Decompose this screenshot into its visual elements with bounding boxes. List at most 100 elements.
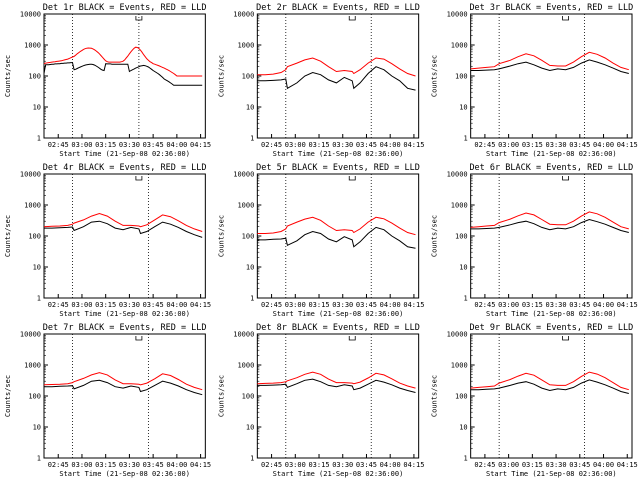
series-line-events [44,220,203,238]
x-tick-label: 03:30 [546,461,567,469]
x-tick-label: 03:30 [119,301,140,309]
y-tick-label: 10 [246,104,254,112]
y-tick-label: 1000 [237,202,254,210]
series-line-events [257,66,416,91]
plot-frame [43,333,206,459]
plot-title: Det 5r BLACK = Events, RED = LLD [256,163,420,173]
x-tick-label: 02:45 [474,301,495,309]
x-tick-label: 03:00 [498,141,519,149]
y-tick-label: 1 [250,135,254,143]
y-tick-label: 10000 [447,331,468,339]
y-axis-label: Counts/sec [4,375,12,417]
y-tick-label: 1000 [237,42,254,50]
x-tick-label: 03:45 [569,141,590,149]
plot-panel: Det 8r BLACK = Events, RED = LLD 1 10 100 10… [217,323,424,478]
y-tick-label: 10000 [20,331,41,339]
y-tick-label: 100 [28,393,41,401]
x-tick-label: 03:00 [285,461,306,469]
x-tick-label: 03:45 [143,461,164,469]
x-tick-label: 03:15 [522,461,543,469]
y-tick-label: 1000 [24,202,41,210]
x-tick-label: 04:15 [190,141,211,149]
time-bracket-marker [135,16,143,21]
y-tick-label: 10000 [20,171,41,179]
time-bracket-marker [348,16,356,21]
series-line-lld [470,371,629,391]
series-line-events [44,379,203,396]
plot-frame [470,13,633,139]
series-line-events [470,218,629,233]
y-tick-label: 100 [455,233,468,241]
plot-frame [256,173,420,299]
x-tick-label: 03:15 [95,301,116,309]
y-axis-label: Counts/sec [431,375,439,417]
plot-title: Det 3r BLACK = Events, RED = LLD [469,3,633,13]
x-tick-label: 03:30 [546,141,567,149]
x-tick-label: 03:30 [119,461,140,469]
x-tick-label: 02:45 [261,461,282,469]
x-axis-label: Start Time (21-Sep-08 02:36:00) [486,470,617,478]
plot-panel: Det 2r BLACK = Events, RED = LLD 1 10 100 10… [217,3,424,158]
x-tick-label: 04:00 [593,301,614,309]
x-tick-label: 03:45 [569,301,590,309]
plot-panel: Det 1r BLACK = Events, RED = LLD 1 10 100 10… [4,3,211,158]
y-axis-label: Counts/sec [217,55,225,97]
y-axis-label: Counts/sec [217,215,225,257]
x-tick-label: 02:45 [48,461,69,469]
y-tick-label: 10 [246,264,254,272]
x-tick-label: 04:15 [617,141,638,149]
y-tick-label: 10 [246,424,254,432]
y-tick-label: 100 [242,73,255,81]
time-bracket-marker [348,336,356,341]
y-tick-label: 1 [463,455,467,463]
y-tick-label: 10000 [447,171,468,179]
y-axis-label: Counts/sec [217,375,225,417]
series-line-events [470,59,629,74]
x-tick-label: 03:30 [332,141,353,149]
y-tick-label: 10 [33,264,41,272]
x-tick-label: 02:45 [261,301,282,309]
x-tick-label: 04:15 [403,461,424,469]
plot-panel: Det 6r BLACK = Events, RED = LLD 1 10 100 10… [431,163,638,318]
time-bracket-marker [348,176,356,181]
series-line-lld [257,57,416,77]
x-tick-label: 03:30 [546,301,567,309]
x-tick-label: 02:45 [474,461,495,469]
plot-frame [43,173,206,299]
plot-title: Det 9r BLACK = Events, RED = LLD [469,323,633,333]
x-tick-label: 04:00 [380,141,401,149]
series-line-lld [43,46,203,77]
x-tick-label: 04:15 [403,301,424,309]
y-tick-label: 1000 [24,362,41,370]
time-bracket-marker [562,16,569,21]
x-tick-label: 03:00 [498,461,519,469]
x-tick-label: 03:15 [308,301,329,309]
x-tick-label: 04:00 [166,461,187,469]
series-line-lld [257,371,416,389]
y-tick-label: 100 [242,233,255,241]
x-tick-label: 04:15 [617,461,638,469]
plot-title: Det 2r BLACK = Events, RED = LLD [256,3,420,13]
x-tick-label: 03:00 [285,301,306,309]
series-line-lld [257,216,416,236]
x-tick-label: 03:45 [356,141,377,149]
x-tick-label: 03:15 [522,301,543,309]
x-tick-label: 04:15 [617,301,638,309]
y-tick-label: 10000 [447,11,468,19]
x-tick-label: 03:00 [498,301,519,309]
x-tick-label: 03:30 [119,141,140,149]
plot-panel: Det 3r BLACK = Events, RED = LLD 1 10 100 10… [431,3,638,158]
plot-frame [256,13,420,139]
x-tick-label: 03:00 [285,141,306,149]
x-tick-label: 04:15 [190,461,211,469]
x-tick-label: 03:15 [95,461,116,469]
y-tick-label: 10 [33,104,41,112]
x-axis-label: Start Time (21-Sep-08 02:36:00) [59,310,190,318]
y-axis-label: Counts/sec [4,55,12,97]
time-bracket-marker [135,176,143,181]
series-line-lld [43,372,203,391]
x-axis-label: Start Time (21-Sep-08 02:36:00) [273,150,404,158]
x-tick-label: 03:45 [143,141,164,149]
x-tick-label: 03:15 [95,141,116,149]
y-tick-label: 10000 [233,331,254,339]
